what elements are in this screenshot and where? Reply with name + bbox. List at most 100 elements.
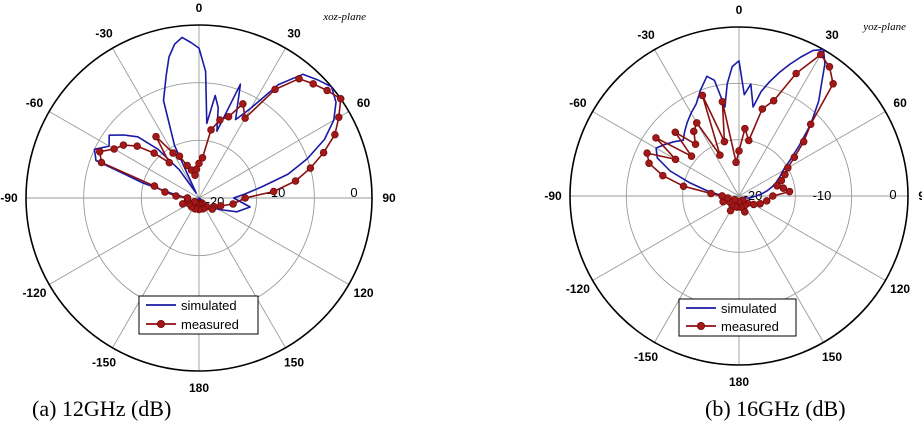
measured-point xyxy=(687,152,696,160)
angle-tick-label: -30 xyxy=(637,28,655,42)
measured-point xyxy=(749,200,758,209)
measured-point xyxy=(769,192,777,200)
measured-point xyxy=(195,159,203,168)
measured-point xyxy=(291,177,300,185)
measured-point xyxy=(97,158,106,167)
grid-ring xyxy=(682,139,796,253)
angle-tick-label: 150 xyxy=(822,350,842,364)
measured-point xyxy=(110,145,118,153)
measured-point xyxy=(183,194,192,202)
measured-point xyxy=(745,136,753,145)
legend-simulated-label: simulated xyxy=(721,301,777,316)
grid-spoke xyxy=(198,197,286,349)
angle-tick-label: -60 xyxy=(569,96,587,110)
measured-point xyxy=(331,130,339,139)
angle-tick-label: 120 xyxy=(354,286,374,300)
measured-point xyxy=(781,170,789,179)
measured-point xyxy=(319,148,328,157)
grid-spoke xyxy=(112,47,200,199)
measured-point xyxy=(825,63,834,71)
measured-point xyxy=(239,100,247,108)
measured-point xyxy=(816,50,825,59)
grid-spoke xyxy=(738,49,824,197)
measured-point xyxy=(756,199,764,208)
angle-tick-label: 150 xyxy=(284,356,304,370)
measured-point xyxy=(792,69,800,78)
measured-point xyxy=(198,154,207,162)
measured-point xyxy=(169,149,177,157)
measured-point xyxy=(707,189,715,198)
measured-point xyxy=(241,114,249,122)
angle-tick-label: 60 xyxy=(893,96,907,110)
angle-tick-label: -120 xyxy=(22,286,46,300)
polar-boundary xyxy=(25,24,373,372)
radial-tick-label: 0 xyxy=(350,185,357,200)
measured-point xyxy=(690,127,698,136)
measured-point xyxy=(726,206,735,215)
measured-point xyxy=(172,192,180,200)
angle-tick-label: 180 xyxy=(189,381,209,395)
grid-spoke xyxy=(198,47,286,199)
angle-tick-label: 0 xyxy=(736,3,743,17)
measured-point xyxy=(175,152,184,160)
measured-point xyxy=(216,202,225,210)
legend-measured-label: measured xyxy=(181,317,239,332)
measured-point xyxy=(806,120,815,129)
measured-point xyxy=(309,80,317,88)
measured-point xyxy=(150,149,158,157)
measured-point xyxy=(643,149,651,157)
grid-spoke xyxy=(592,195,740,281)
angle-tick-label: 90 xyxy=(918,189,922,203)
measured-point xyxy=(645,159,653,167)
measured-point xyxy=(732,158,740,167)
grid-ring xyxy=(140,139,258,257)
measured-point xyxy=(779,184,788,192)
grid-spoke xyxy=(738,111,886,197)
legend-simulated-label: simulated xyxy=(181,298,237,313)
angle-tick-label: -60 xyxy=(26,96,44,110)
grid-spoke xyxy=(112,197,200,349)
angle-tick-label: -150 xyxy=(634,350,658,364)
grid-spoke xyxy=(198,111,350,199)
measured-point xyxy=(679,182,688,190)
angle-tick-label: -30 xyxy=(95,26,113,40)
grid-spoke xyxy=(738,195,886,281)
measured-point xyxy=(790,153,799,161)
legend-box xyxy=(678,298,797,337)
measured-point xyxy=(659,171,667,180)
grid-spoke xyxy=(48,197,200,285)
measured-point xyxy=(718,97,727,106)
measured-point xyxy=(698,91,707,100)
measured-point xyxy=(829,80,837,88)
measured-point xyxy=(735,147,743,155)
measured-point xyxy=(133,142,141,150)
legend-measured-marker xyxy=(156,319,165,328)
measured-point xyxy=(150,182,159,190)
measured-point xyxy=(784,164,792,172)
measured-point xyxy=(271,85,279,94)
measured-point xyxy=(762,197,771,205)
measured-point xyxy=(335,113,343,122)
grid-spoke xyxy=(592,111,740,197)
panel-b-grid: 0 30 60 90 120 150 180 -150 -120 -90 -60 -30 -20 -10 0 xyxy=(544,3,922,389)
panel-a-series xyxy=(93,36,345,214)
measured-point xyxy=(777,176,786,185)
radial-tick-label: -20 xyxy=(744,188,763,203)
legend-box xyxy=(138,295,259,335)
measured-point xyxy=(718,192,726,200)
angle-tick-label: 30 xyxy=(287,26,301,40)
measured-point xyxy=(758,105,767,113)
measured-point xyxy=(741,124,749,133)
angle-tick-label: 30 xyxy=(825,28,839,42)
angle-tick-label: -90 xyxy=(544,189,562,203)
measured-point xyxy=(692,119,701,127)
measured-point xyxy=(178,200,187,208)
measured-point xyxy=(716,151,724,159)
measured-point xyxy=(119,141,128,149)
measured-point xyxy=(241,194,249,202)
angle-tick-label: 180 xyxy=(729,375,749,389)
measured-point xyxy=(336,95,345,103)
polar-boundary xyxy=(569,26,909,366)
radial-tick-label: 0 xyxy=(889,187,896,202)
